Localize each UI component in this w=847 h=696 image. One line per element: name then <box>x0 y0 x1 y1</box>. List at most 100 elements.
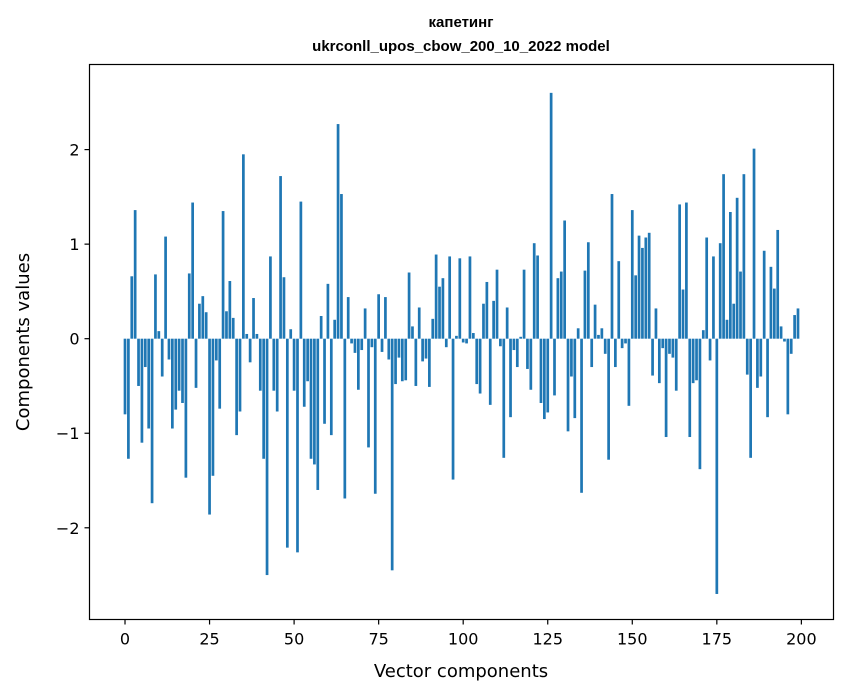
bar <box>306 338 309 382</box>
bar <box>204 312 208 339</box>
bar <box>265 338 269 576</box>
bar <box>543 338 546 420</box>
y-tick-label: 0 <box>69 330 79 349</box>
bar <box>796 308 800 339</box>
x-tick-label: 100 <box>448 630 479 649</box>
bar <box>637 235 641 339</box>
bar <box>444 338 448 348</box>
bar <box>786 338 790 415</box>
bar <box>350 338 353 344</box>
bar <box>353 338 357 353</box>
bar <box>255 333 259 339</box>
bar <box>160 338 164 377</box>
bar <box>218 338 222 409</box>
bar <box>614 338 617 368</box>
bar <box>279 176 282 339</box>
x-axis-label: Vector components <box>374 661 548 682</box>
bar <box>729 212 732 339</box>
bar <box>495 269 499 339</box>
x-tick-label: 150 <box>617 630 648 649</box>
bar <box>488 338 492 405</box>
bar <box>539 338 543 403</box>
bar <box>624 338 627 344</box>
bar <box>123 338 127 415</box>
bar <box>671 338 675 358</box>
bar <box>776 229 780 339</box>
bar <box>302 338 306 407</box>
bar <box>150 338 154 504</box>
bar <box>404 338 408 381</box>
bar <box>590 338 594 368</box>
bar <box>174 338 178 410</box>
bar <box>772 288 776 339</box>
bar <box>759 338 763 377</box>
bar <box>762 250 766 339</box>
bar <box>231 317 235 339</box>
bar <box>370 338 374 348</box>
bar <box>296 338 299 553</box>
bar <box>468 256 472 339</box>
bar <box>397 338 401 358</box>
bar <box>357 338 360 390</box>
y-axis-label: Components values <box>13 253 34 431</box>
bar <box>532 243 536 339</box>
bar <box>380 338 384 352</box>
bar <box>739 271 742 339</box>
bar <box>573 338 577 419</box>
bar <box>424 338 428 359</box>
plot-area-frame <box>88 63 835 621</box>
bar <box>461 338 465 343</box>
bar <box>289 329 293 339</box>
x-axis: 0 25 50 75 100 125 150 175 200 <box>120 619 817 649</box>
bar <box>238 338 242 412</box>
bar <box>313 338 316 465</box>
bar <box>475 338 479 385</box>
bar <box>708 338 712 361</box>
bar <box>766 338 769 418</box>
bar <box>285 338 289 548</box>
bar <box>529 338 533 390</box>
bar <box>167 338 171 360</box>
bar <box>147 338 151 429</box>
bar <box>627 338 631 406</box>
bar <box>390 338 394 571</box>
bar <box>394 338 397 385</box>
bar <box>154 274 157 339</box>
bar <box>695 338 698 381</box>
bar <box>336 124 340 339</box>
bar <box>793 315 796 339</box>
bar <box>509 338 512 418</box>
bar <box>580 338 583 493</box>
bar <box>252 298 255 339</box>
bar <box>228 281 232 339</box>
bar <box>208 338 211 515</box>
bar <box>756 338 759 388</box>
bar <box>553 338 556 396</box>
bar <box>242 154 245 339</box>
bar <box>434 254 438 339</box>
bar <box>323 338 326 424</box>
bar <box>674 338 678 391</box>
x-tick-label: 175 <box>702 630 733 649</box>
bar <box>549 92 553 339</box>
bar <box>319 316 323 339</box>
bar <box>262 338 266 459</box>
bar <box>745 338 749 375</box>
bar <box>137 338 140 386</box>
bar <box>431 318 435 339</box>
bar <box>143 338 147 368</box>
bar <box>400 338 404 382</box>
bar <box>177 338 181 391</box>
bar <box>201 296 205 339</box>
bar <box>191 202 194 339</box>
bar <box>779 326 783 339</box>
bar <box>411 326 414 339</box>
bar <box>387 338 391 360</box>
bars-group <box>123 92 800 594</box>
x-tick-label: 75 <box>368 630 388 649</box>
bar <box>140 338 144 443</box>
bar <box>465 338 468 344</box>
bar <box>583 270 587 339</box>
x-tick-label: 125 <box>532 630 563 649</box>
bar <box>441 278 445 339</box>
